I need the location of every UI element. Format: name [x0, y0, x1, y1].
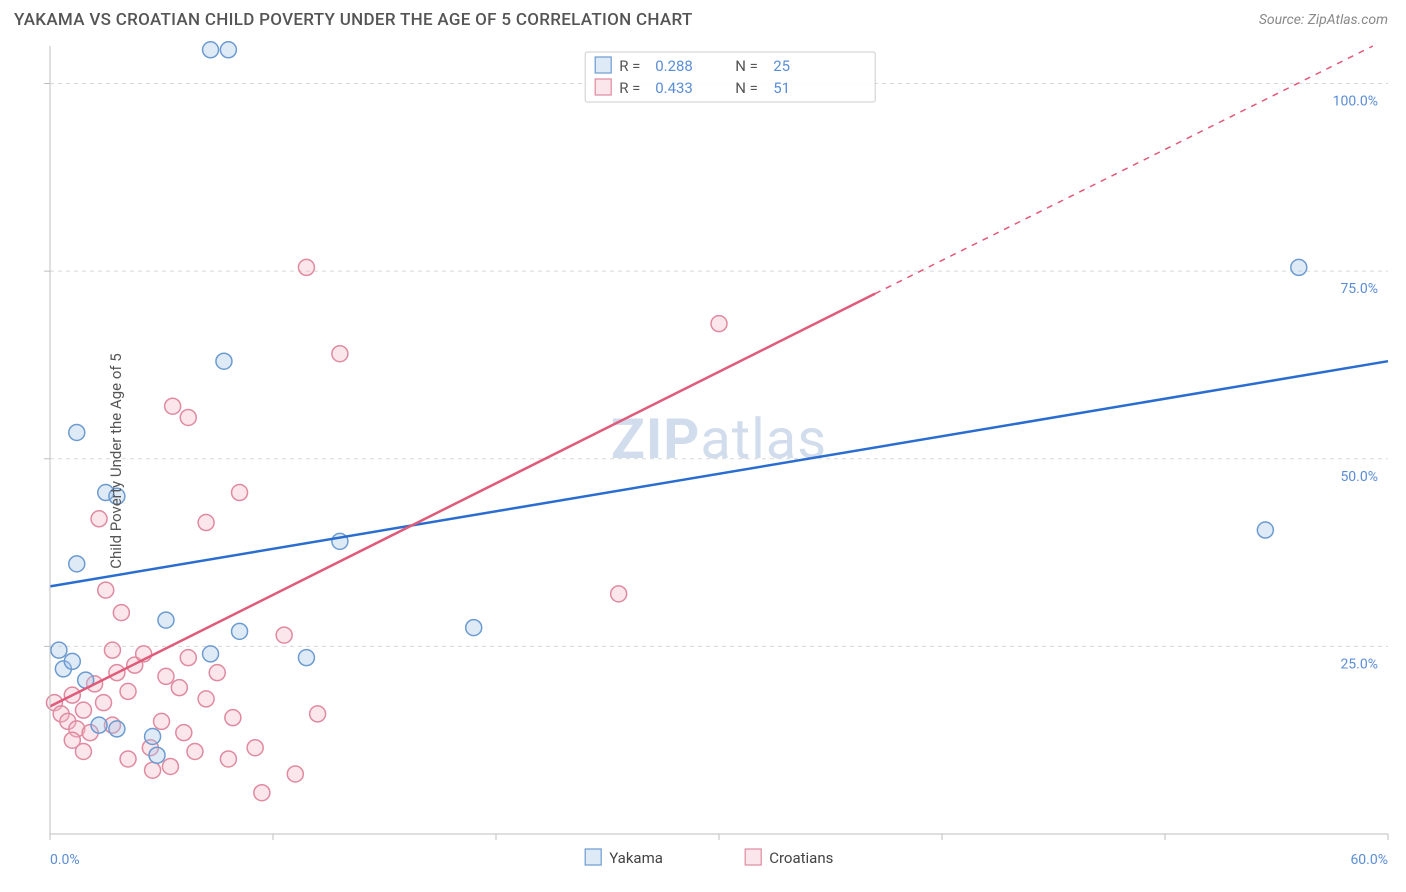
svg-text:25: 25: [773, 57, 790, 75]
x-tick-label: 60.0%: [1350, 852, 1388, 868]
data-point: [64, 653, 80, 669]
data-point: [254, 785, 270, 801]
data-point: [162, 758, 178, 774]
data-point: [611, 586, 627, 602]
y-tick-label: 75.0%: [1340, 281, 1378, 297]
data-point: [180, 650, 196, 666]
svg-text:N =: N =: [735, 57, 758, 75]
data-point: [466, 620, 482, 636]
data-point: [276, 627, 292, 643]
data-point: [198, 691, 214, 707]
data-point: [75, 702, 91, 718]
data-point: [98, 582, 114, 598]
data-point: [209, 665, 225, 681]
data-point: [187, 743, 203, 759]
y-tick-label: 100.0%: [1333, 94, 1378, 110]
data-point: [198, 515, 214, 531]
svg-text:N =: N =: [735, 79, 758, 97]
data-point: [158, 612, 174, 628]
svg-text:0.288: 0.288: [655, 57, 693, 75]
data-point: [1257, 522, 1273, 538]
chart-container: Child Poverty Under the Age of 5 ZIPatla…: [0, 36, 1406, 886]
legend-label: Croatians: [769, 849, 833, 867]
source-credit: Source: ZipAtlas.com: [1259, 12, 1388, 28]
data-point: [91, 717, 107, 733]
svg-text:R =: R =: [619, 57, 640, 75]
data-point: [332, 346, 348, 362]
y-tick-label: 50.0%: [1340, 469, 1378, 485]
data-point: [232, 485, 248, 501]
data-point: [232, 623, 248, 639]
data-point: [51, 642, 67, 658]
data-point: [203, 42, 219, 58]
data-point: [180, 409, 196, 425]
svg-text:51: 51: [773, 79, 790, 97]
data-point: [113, 605, 129, 621]
data-point: [104, 642, 120, 658]
data-point: [149, 747, 165, 763]
data-point: [220, 42, 236, 58]
data-point: [176, 725, 192, 741]
data-point: [225, 710, 241, 726]
chart-header: YAKAMA VS CROATIAN CHILD POVERTY UNDER T…: [0, 0, 1406, 36]
data-point: [91, 511, 107, 527]
x-tick-label: 0.0%: [50, 852, 80, 868]
data-point: [158, 668, 174, 684]
data-point: [216, 353, 232, 369]
scatter-chart: ZIPatlas0.0%60.0%25.0%50.0%75.0%100.0%R …: [0, 36, 1406, 886]
data-point: [154, 713, 170, 729]
data-point: [120, 751, 136, 767]
data-point: [203, 646, 219, 662]
data-point: [711, 316, 727, 332]
legend-swatch: [585, 849, 601, 865]
data-point: [75, 743, 91, 759]
data-point: [69, 556, 85, 572]
svg-text:0.433: 0.433: [655, 79, 693, 97]
data-point: [171, 680, 187, 696]
chart-title: YAKAMA VS CROATIAN CHILD POVERTY UNDER T…: [14, 10, 693, 30]
data-point: [96, 695, 112, 711]
y-axis-label: Child Poverty Under the Age of 5: [107, 353, 125, 569]
data-point: [145, 762, 161, 778]
data-point: [298, 259, 314, 275]
y-tick-label: 25.0%: [1340, 656, 1378, 672]
data-point: [287, 766, 303, 782]
legend-label: Yakama: [609, 849, 663, 867]
data-point: [165, 398, 181, 414]
data-point: [1291, 259, 1307, 275]
data-point: [247, 740, 263, 756]
svg-text:R =: R =: [619, 79, 640, 97]
legend-swatch: [745, 849, 761, 865]
data-point: [120, 683, 136, 699]
data-point: [220, 751, 236, 767]
data-point: [145, 728, 161, 744]
data-point: [298, 650, 314, 666]
data-point: [109, 721, 125, 737]
data-point: [310, 706, 326, 722]
data-point: [69, 424, 85, 440]
